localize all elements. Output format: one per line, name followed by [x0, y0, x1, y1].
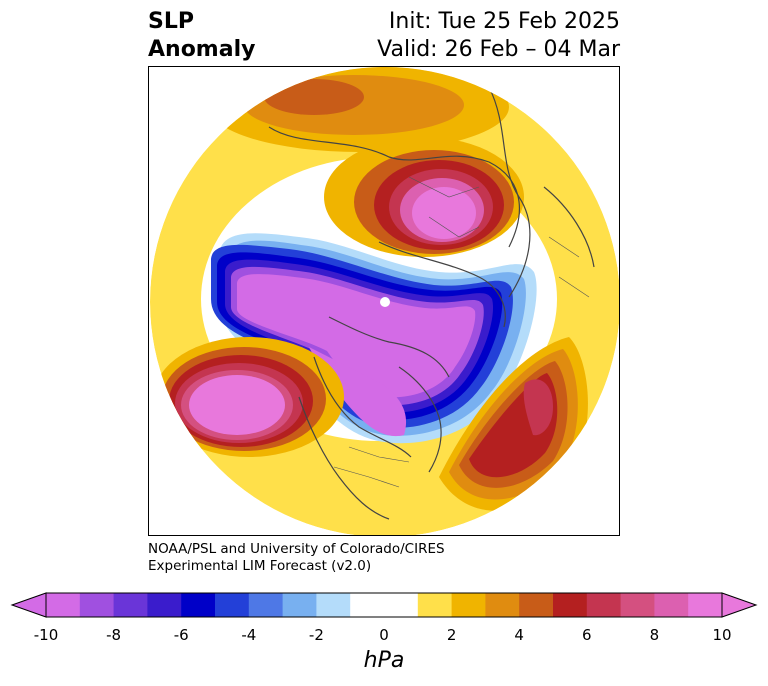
colorbar-segment	[586, 593, 622, 617]
siberia-high-inner	[264, 79, 364, 115]
political-borders	[333, 176, 590, 488]
colorbar-segments	[46, 593, 723, 617]
colorbar-tick-label: 8	[649, 626, 660, 644]
colorbar-segment	[147, 593, 182, 617]
slp-anomaly-map	[150, 67, 619, 535]
colorbar-frame	[45, 592, 723, 618]
colorbar-segment	[282, 593, 317, 617]
asia-high-core	[412, 187, 476, 239]
init-date: Init: Tue 25 Feb 2025	[388, 9, 620, 34]
colorbar-segment	[46, 593, 81, 617]
colorbar-segment	[215, 593, 250, 617]
colorbar-segment	[316, 593, 351, 617]
colorbar-segment	[620, 593, 655, 617]
map-title: SLP Anomaly	[148, 8, 255, 64]
title-line-2: Anomaly	[148, 37, 256, 62]
low-extension	[309, 347, 407, 437]
title-line-1: SLP	[148, 9, 194, 34]
atlantic-high-peak	[523, 379, 553, 436]
colorbar-tick-label: -2	[308, 626, 324, 644]
colorbar-segment	[248, 593, 284, 617]
colorbar-tick-label: 4	[514, 626, 524, 644]
credit-line-2: Experimental LIM Forecast (v2.0)	[148, 558, 372, 574]
colorbar-unit: hPa	[363, 648, 405, 673]
colorbar-min-arrow	[10, 592, 47, 618]
colorbar	[10, 592, 758, 618]
north-pole-marker	[380, 297, 390, 307]
colorbar-tick-label: -10	[33, 626, 59, 644]
colorbar-segment	[79, 593, 115, 617]
colorbar-segment	[417, 593, 453, 617]
colorbar-segment	[384, 593, 419, 617]
colorbar-segment	[451, 593, 486, 617]
colorbar-tick-labels: -10 -8 -6 -4 -2 0 2 4 6 8 10	[0, 626, 768, 646]
colorbar-segment	[181, 593, 216, 617]
colorbar-segment	[553, 593, 588, 617]
low-core	[237, 274, 476, 398]
colorbar-segment	[350, 593, 385, 617]
colorbar-tick-label: 0	[379, 626, 389, 644]
colorbar-segment	[688, 593, 723, 617]
colorbar-tick-label: 6	[582, 626, 592, 644]
colorbar-max-arrow	[721, 592, 758, 618]
valid-period: Valid: 26 Feb – 04 Mar	[377, 37, 620, 62]
credit-line-1: NOAA/PSL and University of Colorado/CIRE…	[148, 541, 445, 557]
credit-text: NOAA/PSL and University of Colorado/CIRE…	[148, 541, 445, 575]
colorbar-tick-label: -4	[241, 626, 257, 644]
colorbar-tick-label: -6	[173, 626, 189, 644]
forecast-dates: Init: Tue 25 Feb 2025 Valid: 26 Feb – 04…	[377, 8, 620, 64]
colorbar-tick-label: 2	[446, 626, 457, 644]
coastlines	[268, 86, 595, 520]
colorbar-segment	[654, 593, 689, 617]
colorbar-segment	[113, 593, 148, 617]
colorbar-segment	[485, 593, 520, 617]
pacific-high-core	[189, 375, 285, 435]
colorbar-tick-label: 10	[712, 626, 732, 644]
colorbar-tick-label: -8	[106, 626, 122, 644]
colorbar-segment	[519, 593, 554, 617]
polar-map	[148, 66, 620, 536]
